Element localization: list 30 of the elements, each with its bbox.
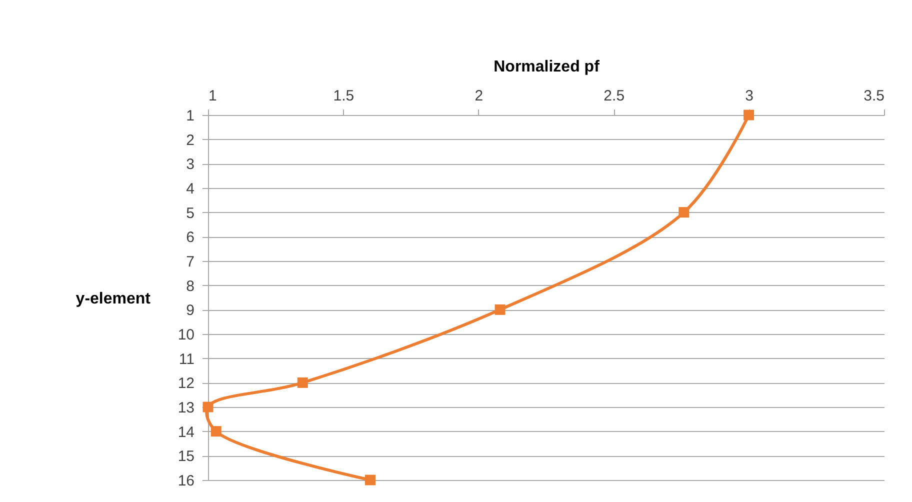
y-tick-label: 3: [186, 156, 194, 174]
point: [494, 304, 506, 315]
point: [744, 110, 754, 120]
y-tick-label: 11: [178, 350, 194, 368]
point: [364, 474, 376, 486]
x-axis-title: Normalized pf: [494, 58, 600, 76]
y-tick-label: 8: [186, 278, 194, 295]
point: [297, 377, 308, 388]
y-tick-label: 14: [178, 424, 194, 441]
y-tick-label: 4: [186, 180, 194, 198]
x-tick-label: 2: [474, 88, 484, 104]
y-tick-label: 16: [178, 472, 194, 490]
y-tick-label: 5: [186, 204, 194, 222]
y-tick-label: 2: [186, 132, 194, 149]
x-tick-label: 3: [745, 88, 754, 104]
y-tick-label: 6: [186, 229, 194, 246]
x-tick-label: 1.5: [333, 88, 354, 104]
point: [678, 207, 690, 218]
y-axis-title: y-element: [76, 290, 152, 308]
x-tick-label: 3.5: [864, 88, 884, 104]
x-tick-label: 1: [208, 88, 217, 104]
y-tick-label: 13: [178, 400, 194, 416]
y-tick-label: 1: [186, 108, 194, 124]
y-tick-label: 9: [186, 302, 194, 320]
y-tick-label: 12: [178, 375, 194, 392]
y-tick-label: 10: [178, 326, 194, 344]
y-tick-label: 7: [186, 254, 194, 270]
point: [210, 426, 222, 437]
x-tick-label: 2.5: [604, 88, 625, 104]
y-tick-label: 15: [178, 448, 194, 466]
